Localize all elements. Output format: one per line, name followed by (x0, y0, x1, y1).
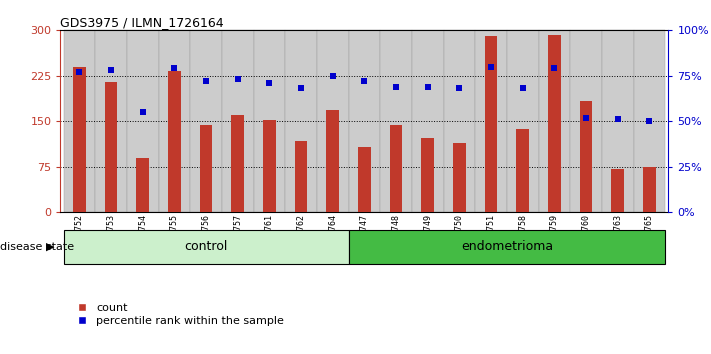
Text: ▶: ▶ (46, 242, 55, 252)
Bar (475, 30, 507, 212)
Bar (326, 110, 339, 212)
Point (137, 109, 149, 115)
Bar (254, 30, 285, 212)
Bar (643, 167, 656, 212)
Bar (285, 30, 317, 212)
Point (327, 73, 338, 79)
Point (264, 80, 275, 86)
Text: endometrioma: endometrioma (461, 240, 553, 253)
Bar (263, 120, 276, 212)
Bar (444, 30, 475, 212)
Bar (634, 30, 665, 212)
Point (169, 65, 180, 71)
Text: control: control (184, 240, 228, 253)
Bar (295, 141, 307, 212)
Bar (390, 126, 402, 212)
Point (580, 115, 592, 120)
Bar (412, 30, 444, 212)
Bar (231, 115, 244, 212)
Bar (73, 67, 86, 212)
Bar (516, 129, 529, 212)
Bar (159, 30, 191, 212)
Bar (137, 158, 149, 212)
Point (232, 76, 243, 82)
Point (486, 64, 497, 69)
Text: GDS3975 / ILMN_1726164: GDS3975 / ILMN_1726164 (60, 16, 224, 29)
Bar (127, 30, 159, 212)
Bar (222, 30, 254, 212)
FancyBboxPatch shape (348, 230, 665, 264)
Bar (602, 30, 634, 212)
Bar (200, 126, 213, 212)
Point (295, 86, 306, 91)
Bar (191, 30, 222, 212)
Point (643, 118, 655, 124)
Bar (358, 147, 370, 212)
Bar (579, 101, 592, 212)
Bar (570, 30, 602, 212)
Point (201, 78, 212, 84)
Bar (507, 30, 538, 212)
FancyBboxPatch shape (63, 230, 348, 264)
Point (390, 84, 402, 90)
Point (517, 86, 528, 91)
Bar (611, 169, 624, 212)
Bar (422, 138, 434, 212)
Bar (380, 30, 412, 212)
Point (74, 69, 85, 75)
Bar (453, 143, 466, 212)
Bar (317, 30, 348, 212)
Bar (63, 30, 95, 212)
Point (454, 86, 465, 91)
Point (422, 84, 434, 90)
Bar (538, 30, 570, 212)
Point (358, 78, 370, 84)
Bar (168, 72, 181, 212)
Bar (348, 30, 380, 212)
Legend: count, percentile rank within the sample: count, percentile rank within the sample (66, 298, 288, 331)
Text: disease state: disease state (0, 242, 74, 252)
Bar (105, 82, 117, 212)
Bar (548, 35, 561, 212)
Bar (485, 36, 498, 212)
Point (549, 65, 560, 71)
Bar (95, 30, 127, 212)
Point (612, 116, 624, 122)
Point (105, 67, 117, 73)
